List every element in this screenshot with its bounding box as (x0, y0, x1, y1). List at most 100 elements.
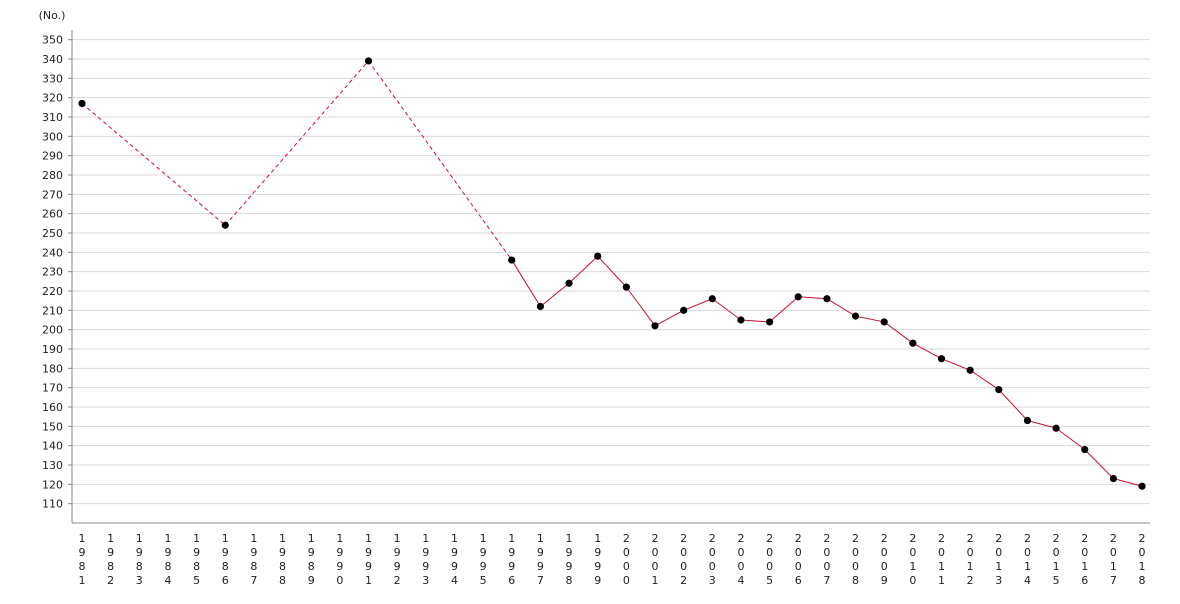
y-tick-label: 260 (42, 208, 63, 221)
y-tick-label: 120 (42, 478, 63, 491)
data-point[interactable] (536, 302, 545, 311)
series-segment (654, 309, 684, 327)
y-tick-label: 270 (42, 188, 63, 201)
data-point[interactable] (823, 295, 831, 303)
series-segment (597, 255, 627, 288)
series-segment (712, 298, 742, 321)
data-point[interactable] (794, 293, 802, 301)
y-tick-label: 220 (42, 285, 63, 298)
y-tick-labels: 110 120 130 140 150 160 170 180 190 200 210 220 230 2… (42, 34, 63, 511)
y-tick-label: 230 (42, 266, 63, 279)
data-point[interactable] (1109, 474, 1117, 483)
data-point[interactable] (364, 57, 373, 65)
data-point[interactable] (708, 295, 716, 303)
data-point[interactable] (651, 322, 659, 330)
y-tick-label: 140 (42, 440, 63, 453)
data-point[interactable] (221, 221, 229, 229)
y-tick-label: 320 (42, 92, 63, 105)
y-tick-label: 300 (42, 130, 63, 143)
series-segment (1084, 449, 1114, 479)
y-tick-label: 110 (42, 498, 63, 511)
series-segment (683, 298, 713, 311)
data-point[interactable] (1138, 482, 1146, 490)
y-tick-label: 250 (42, 227, 63, 240)
y-tick-label: 290 (42, 150, 63, 163)
series-segment (740, 319, 770, 323)
series-segment (912, 342, 942, 360)
series-segment (941, 358, 971, 371)
data-point[interactable] (851, 312, 860, 320)
y-tick-label: 200 (42, 324, 63, 337)
series-segment (511, 259, 541, 307)
data-point[interactable] (594, 252, 602, 260)
data-point[interactable] (966, 366, 974, 374)
y-tick-label: 210 (42, 304, 63, 317)
series-segment (883, 321, 914, 344)
data-point[interactable] (766, 318, 774, 326)
data-point[interactable] (1081, 445, 1089, 454)
data-point[interactable] (995, 386, 1003, 394)
data-point[interactable] (565, 279, 573, 287)
data-point[interactable] (1023, 416, 1032, 425)
x-tick-labels: 1 9 8 1 1 9 8 2 1 9 8 3 1 9 8 4 1 9 8 5 1 9 8 6 1 9 8 7 1 9 8 8 1 9 8 9 1 9 9 0… (79, 532, 1146, 587)
y-tick-label: 150 (42, 420, 63, 433)
y-tick-label: 180 (42, 362, 63, 375)
series-segment (769, 296, 799, 323)
y-tick-label: 350 (42, 34, 63, 47)
series-segment (540, 282, 570, 307)
data-point[interactable] (622, 283, 630, 291)
series-segment (969, 369, 1000, 391)
series-segment (855, 315, 885, 323)
data-point[interactable] (737, 316, 745, 324)
series-segment (625, 286, 656, 327)
series-segment-dashed (368, 60, 513, 261)
gridlines (72, 39, 1150, 505)
series-segment (798, 296, 827, 300)
data-point[interactable] (937, 355, 946, 363)
data-points (78, 57, 1146, 490)
data-point[interactable] (880, 318, 888, 326)
data-point[interactable] (680, 306, 688, 314)
data-point[interactable] (909, 339, 917, 347)
series-segment (1113, 478, 1143, 487)
y-tick-label: 330 (42, 72, 63, 85)
data-point[interactable] (508, 256, 516, 264)
y-tick-label: 160 (42, 401, 63, 414)
series-segment (568, 255, 599, 284)
data-point[interactable] (1052, 424, 1060, 432)
data-point[interactable] (78, 99, 86, 108)
